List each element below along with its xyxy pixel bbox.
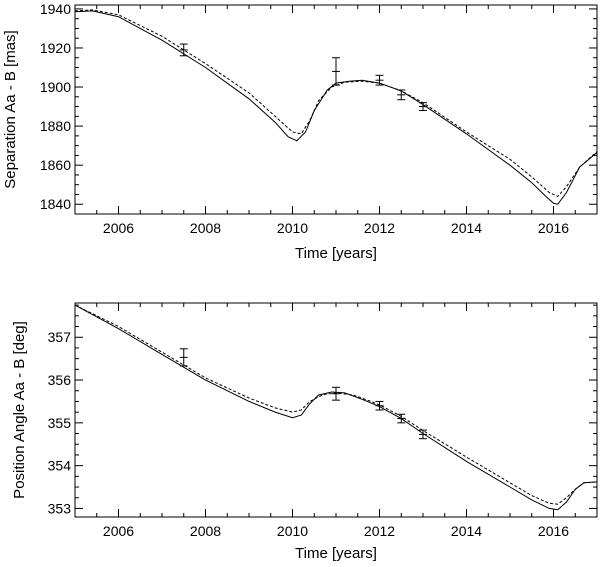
- separation-x-tick-label: 2008: [190, 220, 221, 236]
- position-angle-y-tick-label: 356: [48, 372, 72, 388]
- position-angle-x-tick-label: 2010: [277, 523, 308, 539]
- position-angle-measurement: [375, 400, 384, 411]
- separation-y-tick-label: 1940: [40, 1, 71, 17]
- separation-x-tick-label: 2010: [277, 220, 308, 236]
- position-angle-dashed-model-line: [74, 304, 598, 505]
- separation-panel: 2006 2008 2010 2012 2014 2016 1840 1860 1880 1900…: [2, 1, 598, 262]
- position-angle-data-marks: [74, 304, 598, 511]
- position-angle-x-tick-label: 2014: [451, 523, 482, 539]
- separation-data-marks: [74, 9, 598, 205]
- separation-x-axis-label: Time [years]: [295, 245, 377, 262]
- position-angle-x-tick-label: 2016: [538, 523, 569, 539]
- position-angle-solid-model-line: [74, 304, 598, 511]
- separation-y-tick-label: 1900: [40, 79, 71, 95]
- separation-y-tick-label: 1860: [40, 157, 71, 173]
- position-angle-plot-frame: [74, 302, 598, 518]
- separation-measurement: [332, 57, 340, 86]
- separation-axis-ticks: 2006 2008 2010 2012 2014 2016 1840 1860 1880 1900…: [40, 1, 598, 236]
- separation-y-tick-label: 1880: [40, 118, 71, 134]
- separation-plot-frame: [74, 4, 598, 215]
- position-angle-x-tick-label: 2008: [190, 523, 221, 539]
- separation-measurement: [419, 102, 427, 111]
- position-angle-panel: 2006 2008 2010 2012 2014 2016353354355356357 …: [11, 302, 598, 562]
- separation-y-tick-label: 1920: [40, 40, 71, 56]
- position-angle-x-tick-label: 2006: [103, 523, 134, 539]
- position-angle-x-tick-label: 2012: [364, 523, 395, 539]
- separation-dashed-model-line: [74, 9, 598, 198]
- separation-x-tick-label: 2006: [103, 220, 134, 236]
- separation-x-tick-label: 2012: [364, 220, 395, 236]
- separation-measurement: [397, 89, 406, 101]
- position-angle-axis-ticks: 2006 2008 2010 2012 2014 2016 353 354 355 356 357: [48, 303, 598, 539]
- separation-measurement: [375, 74, 384, 86]
- position-angle-y-axis-label: Position Angle Aa - B [deg]: [11, 321, 28, 499]
- position-angle-y-tick-label: 354: [48, 458, 72, 474]
- separation-solid-model-line: [74, 10, 598, 205]
- position-angle-measurement: [397, 413, 406, 424]
- position-angle-x-axis-label: Time [years]: [295, 545, 377, 562]
- separation-y-axis-label: Separation Aa - B [mas]: [2, 30, 19, 188]
- separation-y-tick-label: 1840: [40, 196, 71, 212]
- position-angle-measurement: [419, 429, 427, 440]
- separation-x-tick-label: 2016: [538, 220, 569, 236]
- separation-measurement: [179, 43, 188, 57]
- position-angle-y-tick-label: 353: [48, 500, 72, 516]
- position-angle-y-tick-label: 355: [48, 415, 72, 431]
- position-angle-measurement: [179, 348, 188, 367]
- position-angle-measurement: [332, 386, 340, 401]
- separation-x-tick-label: 2014: [451, 220, 482, 236]
- position-angle-y-tick-label: 357: [48, 329, 72, 345]
